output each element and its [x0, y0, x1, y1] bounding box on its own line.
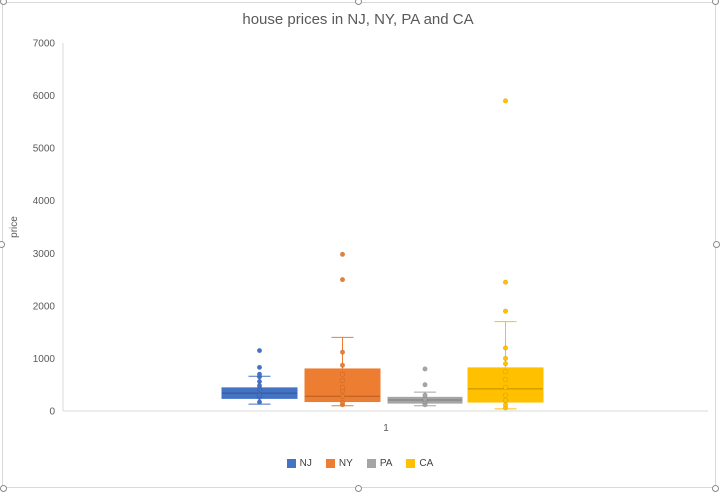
- legend-label-nj: NJ: [299, 458, 312, 469]
- data-point-ny: [339, 393, 346, 399]
- series-ny: [304, 251, 381, 408]
- legend-item-pa[interactable]: PA: [366, 458, 393, 469]
- data-point-ny: [339, 251, 346, 257]
- data-point-ca: [502, 392, 509, 398]
- resize-handle-bottom-right[interactable]: [712, 485, 719, 492]
- data-point-ny: [339, 377, 346, 384]
- y-tick-label: 5000: [33, 144, 56, 155]
- resize-handle-bottom-left[interactable]: [0, 485, 7, 492]
- data-point-ca: [502, 355, 509, 362]
- legend: NJ NY PA CA: [0, 458, 720, 469]
- data-point-ny: [339, 362, 346, 368]
- legend-item-nj[interactable]: NJ: [286, 458, 312, 469]
- data-point-ny: [339, 349, 346, 355]
- series-pa: [387, 366, 463, 408]
- y-tick-label: 7000: [33, 39, 56, 50]
- y-axis: 0 1000 2000 3000 4000 5000 6000 7000: [33, 39, 708, 418]
- data-point-pa: [422, 382, 428, 388]
- y-tick-label: 1000: [33, 354, 56, 365]
- legend-swatch-nj: [286, 459, 296, 468]
- legend-label-pa: PA: [379, 458, 393, 469]
- x-tick-label: 1: [383, 423, 389, 434]
- y-tick-label: 6000: [33, 91, 56, 102]
- legend-swatch-ny: [325, 459, 335, 468]
- data-point-nj: [256, 378, 263, 385]
- data-point-nj: [256, 364, 263, 370]
- legend-item-ca[interactable]: CA: [406, 458, 433, 469]
- resize-handle-top-right[interactable]: [712, 0, 719, 5]
- data-point-pa: [422, 392, 428, 398]
- legend-label-ca: CA: [419, 458, 434, 469]
- data-point-ca: [502, 376, 509, 383]
- data-point-nj: [256, 399, 263, 405]
- data-point-ca: [502, 368, 509, 375]
- series-ca: [467, 98, 544, 411]
- legend-item-ny[interactable]: NY: [325, 458, 353, 469]
- legend-swatch-pa: [366, 459, 376, 468]
- data-point-ny: [339, 371, 346, 377]
- data-point-nj: [256, 347, 263, 354]
- y-tick-label: 0: [49, 407, 55, 418]
- data-point-nj: [256, 392, 263, 398]
- data-point-ca: [502, 345, 509, 351]
- legend-swatch-ca: [406, 459, 416, 468]
- series-nj: [221, 347, 298, 405]
- data-point-pa: [422, 366, 428, 372]
- chart-title: house prices in NJ, NY, PA and CA: [242, 11, 473, 28]
- y-tick-label: 3000: [33, 249, 56, 260]
- data-point-ca: [502, 279, 509, 285]
- y-axis-label: price: [9, 216, 20, 238]
- plot-area: [221, 98, 544, 411]
- data-point-ny: [339, 384, 346, 390]
- data-point-ca: [502, 308, 509, 314]
- resize-handle-left[interactable]: [0, 241, 5, 248]
- resize-handle-bottom[interactable]: [355, 485, 362, 492]
- data-point-nj: [256, 371, 263, 377]
- y-tick-label: 4000: [33, 196, 56, 207]
- resize-handle-right[interactable]: [713, 241, 720, 248]
- y-tick-label: 2000: [33, 301, 56, 312]
- data-point-ca: [502, 98, 509, 104]
- legend-label-ny: NY: [338, 458, 353, 469]
- resize-handle-top[interactable]: [355, 0, 362, 5]
- resize-handle-top-left[interactable]: [0, 0, 7, 5]
- data-point-ny: [339, 399, 346, 406]
- data-point-ny: [339, 276, 346, 283]
- data-point-ca: [502, 361, 509, 367]
- data-point-ca: [502, 397, 509, 404]
- data-point-ca: [502, 384, 509, 390]
